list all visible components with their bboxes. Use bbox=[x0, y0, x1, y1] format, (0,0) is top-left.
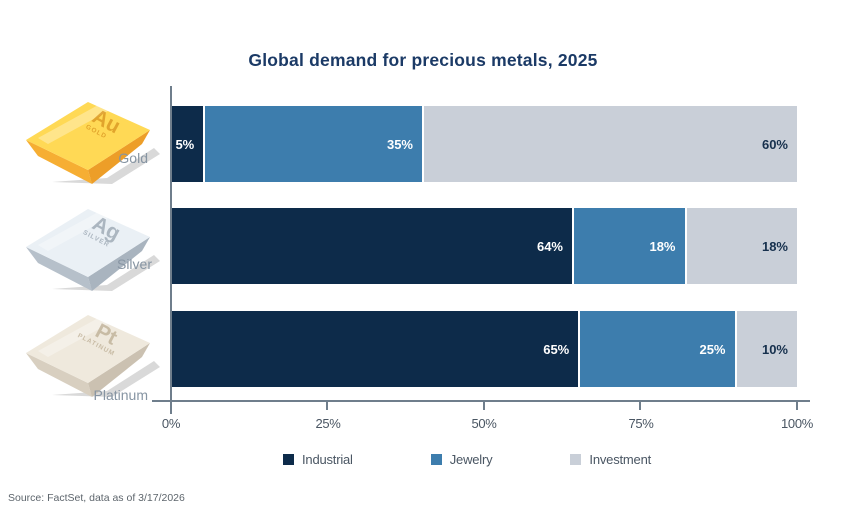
legend-item-jewelry: Jewelry bbox=[430, 452, 493, 467]
x-tick-mark-25 bbox=[326, 402, 328, 410]
ingot-shadow bbox=[52, 148, 160, 184]
x-tick-mark-100 bbox=[796, 402, 798, 410]
industrial-swatch-icon bbox=[283, 454, 294, 465]
ingot-shadow bbox=[52, 255, 160, 291]
value-label: 35% bbox=[386, 136, 413, 152]
segment-silver-jewelry: 18% bbox=[572, 208, 685, 284]
x-tick-label-100: 100% bbox=[780, 416, 814, 431]
silver-ingot-icon: Ag SILVER bbox=[12, 193, 162, 293]
chart-title: Global demand for precious metals, 2025 bbox=[248, 50, 598, 70]
legend-item-industrial: Industrial bbox=[283, 452, 353, 467]
category-label-platinum: Platinum bbox=[93, 387, 148, 403]
value-label: 18% bbox=[649, 238, 676, 254]
value-label: 64% bbox=[536, 238, 563, 254]
category-label-gold: Gold bbox=[118, 150, 148, 166]
legend-label-industrial: Industrial bbox=[302, 452, 353, 467]
platinum-ingot-icon: Pt PLATINUM bbox=[12, 299, 162, 399]
value-label: 60% bbox=[761, 136, 788, 152]
bar-platinum: 65% 25% 10% bbox=[172, 311, 797, 387]
segment-gold-jewelry: 35% bbox=[203, 106, 422, 182]
segment-platinum-investment: 10% bbox=[734, 311, 797, 387]
legend-label-jewelry: Jewelry bbox=[449, 452, 493, 467]
segment-platinum-jewelry: 25% bbox=[578, 311, 735, 387]
x-tick-mark-75 bbox=[639, 402, 641, 410]
jewelry-swatch-icon bbox=[430, 454, 442, 465]
bar-gold: 5% 35% 60% bbox=[172, 106, 797, 182]
segment-silver-investment: 18% bbox=[684, 208, 797, 284]
x-tick-label-50: 50% bbox=[471, 416, 497, 431]
x-tick-label-0: 0% bbox=[161, 416, 181, 431]
legend: Industrial Jewelry Investment bbox=[283, 452, 651, 467]
investment-swatch-icon bbox=[570, 454, 582, 465]
value-label: 10% bbox=[761, 341, 788, 357]
ingot-shadow bbox=[52, 361, 160, 397]
x-tick-mark-50 bbox=[483, 402, 485, 410]
value-label: 25% bbox=[699, 341, 726, 357]
source-note: Source: FactSet, data as of 3/17/2026 bbox=[8, 492, 185, 504]
value-label: 65% bbox=[543, 341, 570, 357]
x-tick-label-25: 25% bbox=[315, 416, 341, 431]
x-axis-line bbox=[152, 400, 810, 402]
segment-gold-investment: 60% bbox=[422, 106, 797, 182]
value-label: 18% bbox=[761, 238, 788, 254]
x-tick-label-75: 75% bbox=[628, 416, 654, 431]
segment-gold-industrial: 5% bbox=[172, 106, 204, 182]
value-label: 5% bbox=[175, 136, 195, 152]
segment-platinum-industrial: 65% bbox=[172, 311, 579, 387]
category-label-silver: Silver bbox=[116, 256, 152, 272]
legend-label-investment: Investment bbox=[589, 452, 652, 467]
bar-silver: 64% 18% 18% bbox=[172, 208, 797, 284]
segment-silver-industrial: 64% bbox=[172, 208, 572, 284]
legend-item-investment: Investment bbox=[570, 452, 651, 467]
y-axis-line bbox=[170, 86, 172, 414]
gold-ingot-icon: Au GOLD bbox=[12, 86, 162, 186]
